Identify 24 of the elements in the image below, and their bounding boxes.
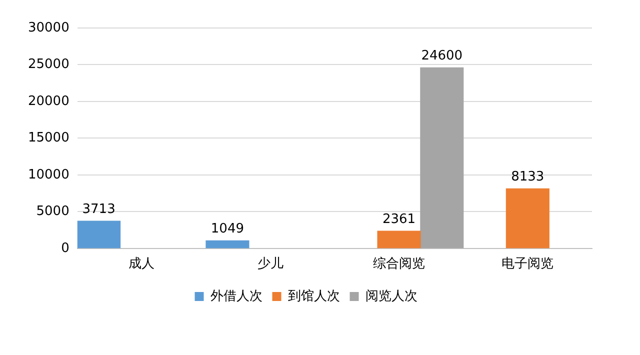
y-tick-label: 0 (61, 240, 70, 256)
bar (77, 220, 121, 248)
x-tick-label: 少儿 (257, 256, 284, 272)
x-tick-label: 电子阅览 (502, 256, 554, 272)
bar (506, 188, 550, 248)
y-tick-label: 20000 (28, 94, 70, 109)
bar (420, 67, 464, 248)
data-label: 8133 (511, 170, 544, 185)
y-tick-label: 10000 (28, 167, 70, 182)
legend-label: 阅览人次 (365, 288, 418, 304)
y-tick-label: 5000 (36, 204, 70, 220)
data-label: 1049 (210, 222, 244, 237)
y-tick-label: 30000 (28, 20, 70, 36)
legend-label: 到馆人次 (288, 288, 340, 304)
data-label: 24600 (421, 48, 463, 64)
x-tick-label: 综合阅览 (373, 256, 426, 272)
bar (206, 240, 250, 248)
y-tick-label: 15000 (28, 130, 70, 146)
data-label: 2361 (382, 212, 416, 227)
bar (377, 230, 421, 248)
x-tick-label: 成人 (128, 256, 155, 272)
legend-label: 外借人次 (210, 288, 262, 304)
y-tick-label: 25000 (28, 57, 70, 72)
data-label: 3713 (82, 202, 116, 217)
